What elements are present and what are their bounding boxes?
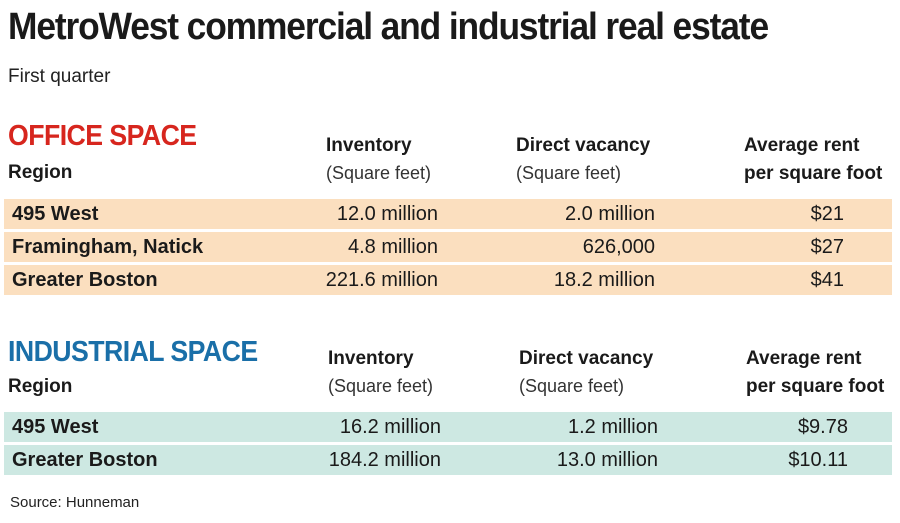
table-row: Greater Boston 184.2 million 13.0 millio… [4, 445, 892, 475]
inventory-cell: 221.6 million [325, 269, 438, 291]
region-cell: 495 West [12, 416, 99, 438]
rent-header-line1: Average rent [746, 348, 862, 369]
rent-cell: $9.78 [797, 416, 848, 438]
source-note: Source: Hunneman [10, 494, 140, 511]
rent-header-line2: per square foot [744, 163, 883, 184]
table-row: 495 West 16.2 million 1.2 million $9.78 [4, 412, 892, 442]
inventory-unit: (Square feet) [328, 376, 434, 396]
rent-cell: $27 [810, 236, 844, 258]
region-cell: 495 West [12, 203, 99, 225]
inventory-header: Inventory [326, 135, 412, 156]
rent-cell: $21 [810, 203, 844, 225]
vacancy-unit: (Square feet) [519, 376, 625, 396]
table-row: 495 West 12.0 million 2.0 million $21 [4, 199, 892, 229]
rent-cell: $10.11 [788, 449, 848, 471]
vacancy-header: Direct vacancy [516, 135, 651, 156]
industrial-section-title: INDUSTRIAL SPACE [8, 336, 258, 368]
chart-subtitle: First quarter [8, 66, 111, 87]
vacancy-cell: 1.2 million [567, 416, 658, 438]
inventory-cell: 16.2 million [339, 416, 441, 438]
inventory-cell: 4.8 million [347, 236, 438, 258]
industrial-rows: 495 West 16.2 million 1.2 million $9.78 … [4, 412, 892, 478]
region-cell: Greater Boston [12, 449, 158, 471]
vacancy-cell: 2.0 million [564, 203, 655, 225]
rent-cell: $41 [810, 269, 844, 291]
region-cell: Framingham, Natick [12, 236, 204, 258]
region-header: Region [8, 376, 73, 397]
inventory-header: Inventory [328, 348, 414, 369]
office-section-title: OFFICE SPACE [8, 120, 197, 152]
vacancy-cell: 13.0 million [556, 449, 658, 471]
vacancy-cell: 18.2 million [553, 269, 655, 291]
inventory-cell: 12.0 million [336, 203, 438, 225]
inventory-unit: (Square feet) [326, 163, 432, 183]
office-rows: 495 West 12.0 million 2.0 million $21 Fr… [4, 199, 892, 298]
vacancy-unit: (Square feet) [516, 163, 622, 183]
vacancy-header: Direct vacancy [519, 348, 654, 369]
chart-title: MetroWest commercial and industrial real… [8, 6, 769, 48]
inventory-cell: 184.2 million [328, 449, 441, 471]
vacancy-cell: 626,000 [582, 236, 655, 258]
table-row: Framingham, Natick 4.8 million 626,000 $… [4, 232, 892, 262]
region-cell: Greater Boston [12, 269, 158, 291]
rent-header-line1: Average rent [744, 135, 860, 156]
rent-header-line2: per square foot [746, 376, 885, 397]
table-row: Greater Boston 221.6 million 18.2 millio… [4, 265, 892, 295]
region-header: Region [8, 162, 73, 183]
